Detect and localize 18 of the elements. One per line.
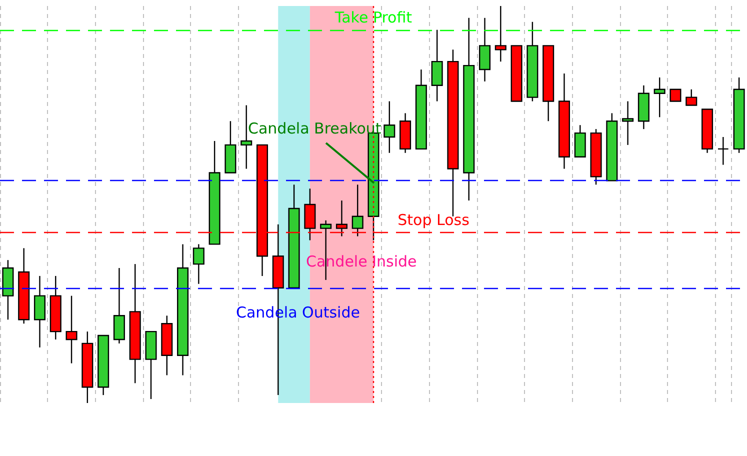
candlestick xyxy=(431,29,443,102)
annotation: Candela Breakout xyxy=(248,120,382,138)
candlestick xyxy=(352,184,364,237)
candlestick xyxy=(113,267,125,344)
candlestick xyxy=(384,100,396,154)
candlestick xyxy=(574,124,586,158)
candlestick xyxy=(670,88,682,102)
candlestick xyxy=(654,76,666,118)
candlestick xyxy=(192,244,204,284)
candlestick xyxy=(686,88,698,106)
candlestick xyxy=(34,275,46,348)
ref-line-label: Take Profit xyxy=(334,8,412,26)
candlestick xyxy=(717,136,729,166)
candlestick xyxy=(478,17,491,82)
candlestick xyxy=(66,295,78,364)
candlestick xyxy=(494,5,506,62)
ref-line-label: Stop Loss xyxy=(398,210,470,229)
candlestick xyxy=(622,100,634,146)
